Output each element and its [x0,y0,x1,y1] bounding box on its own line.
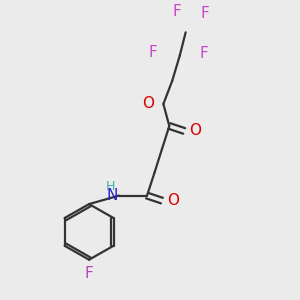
Text: O: O [167,193,179,208]
Text: F: F [172,4,181,19]
Text: O: O [190,123,202,138]
Text: F: F [201,6,209,21]
Text: F: F [85,266,93,281]
Text: F: F [149,45,158,60]
Text: H: H [106,180,115,193]
Text: O: O [142,96,154,111]
Text: N: N [107,188,118,203]
Text: F: F [199,46,208,61]
